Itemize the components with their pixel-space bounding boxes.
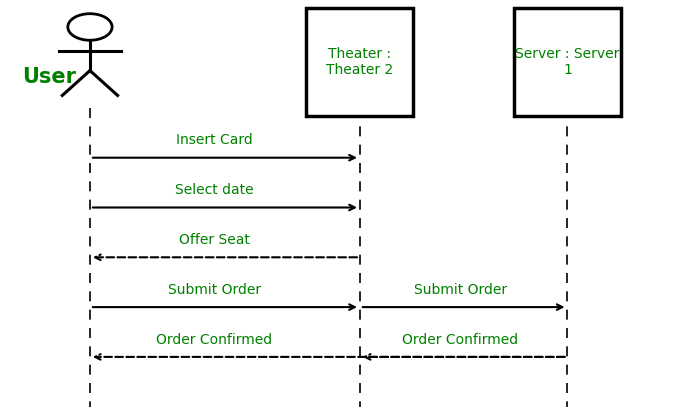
Text: Server : Server
1: Server : Server 1: [516, 47, 619, 77]
Text: Offer Seat: Offer Seat: [179, 233, 250, 247]
Bar: [306, 8, 414, 116]
Text: Theater :
Theater 2: Theater : Theater 2: [326, 47, 394, 77]
Text: User: User: [22, 67, 76, 87]
Text: Submit Order: Submit Order: [168, 283, 261, 297]
Bar: [513, 8, 621, 116]
Text: Order Confirmed: Order Confirmed: [156, 332, 273, 347]
Text: Select date: Select date: [175, 183, 254, 197]
Text: Order Confirmed: Order Confirmed: [402, 332, 518, 347]
Text: Submit Order: Submit Order: [414, 283, 507, 297]
Text: Insert Card: Insert Card: [176, 133, 253, 147]
